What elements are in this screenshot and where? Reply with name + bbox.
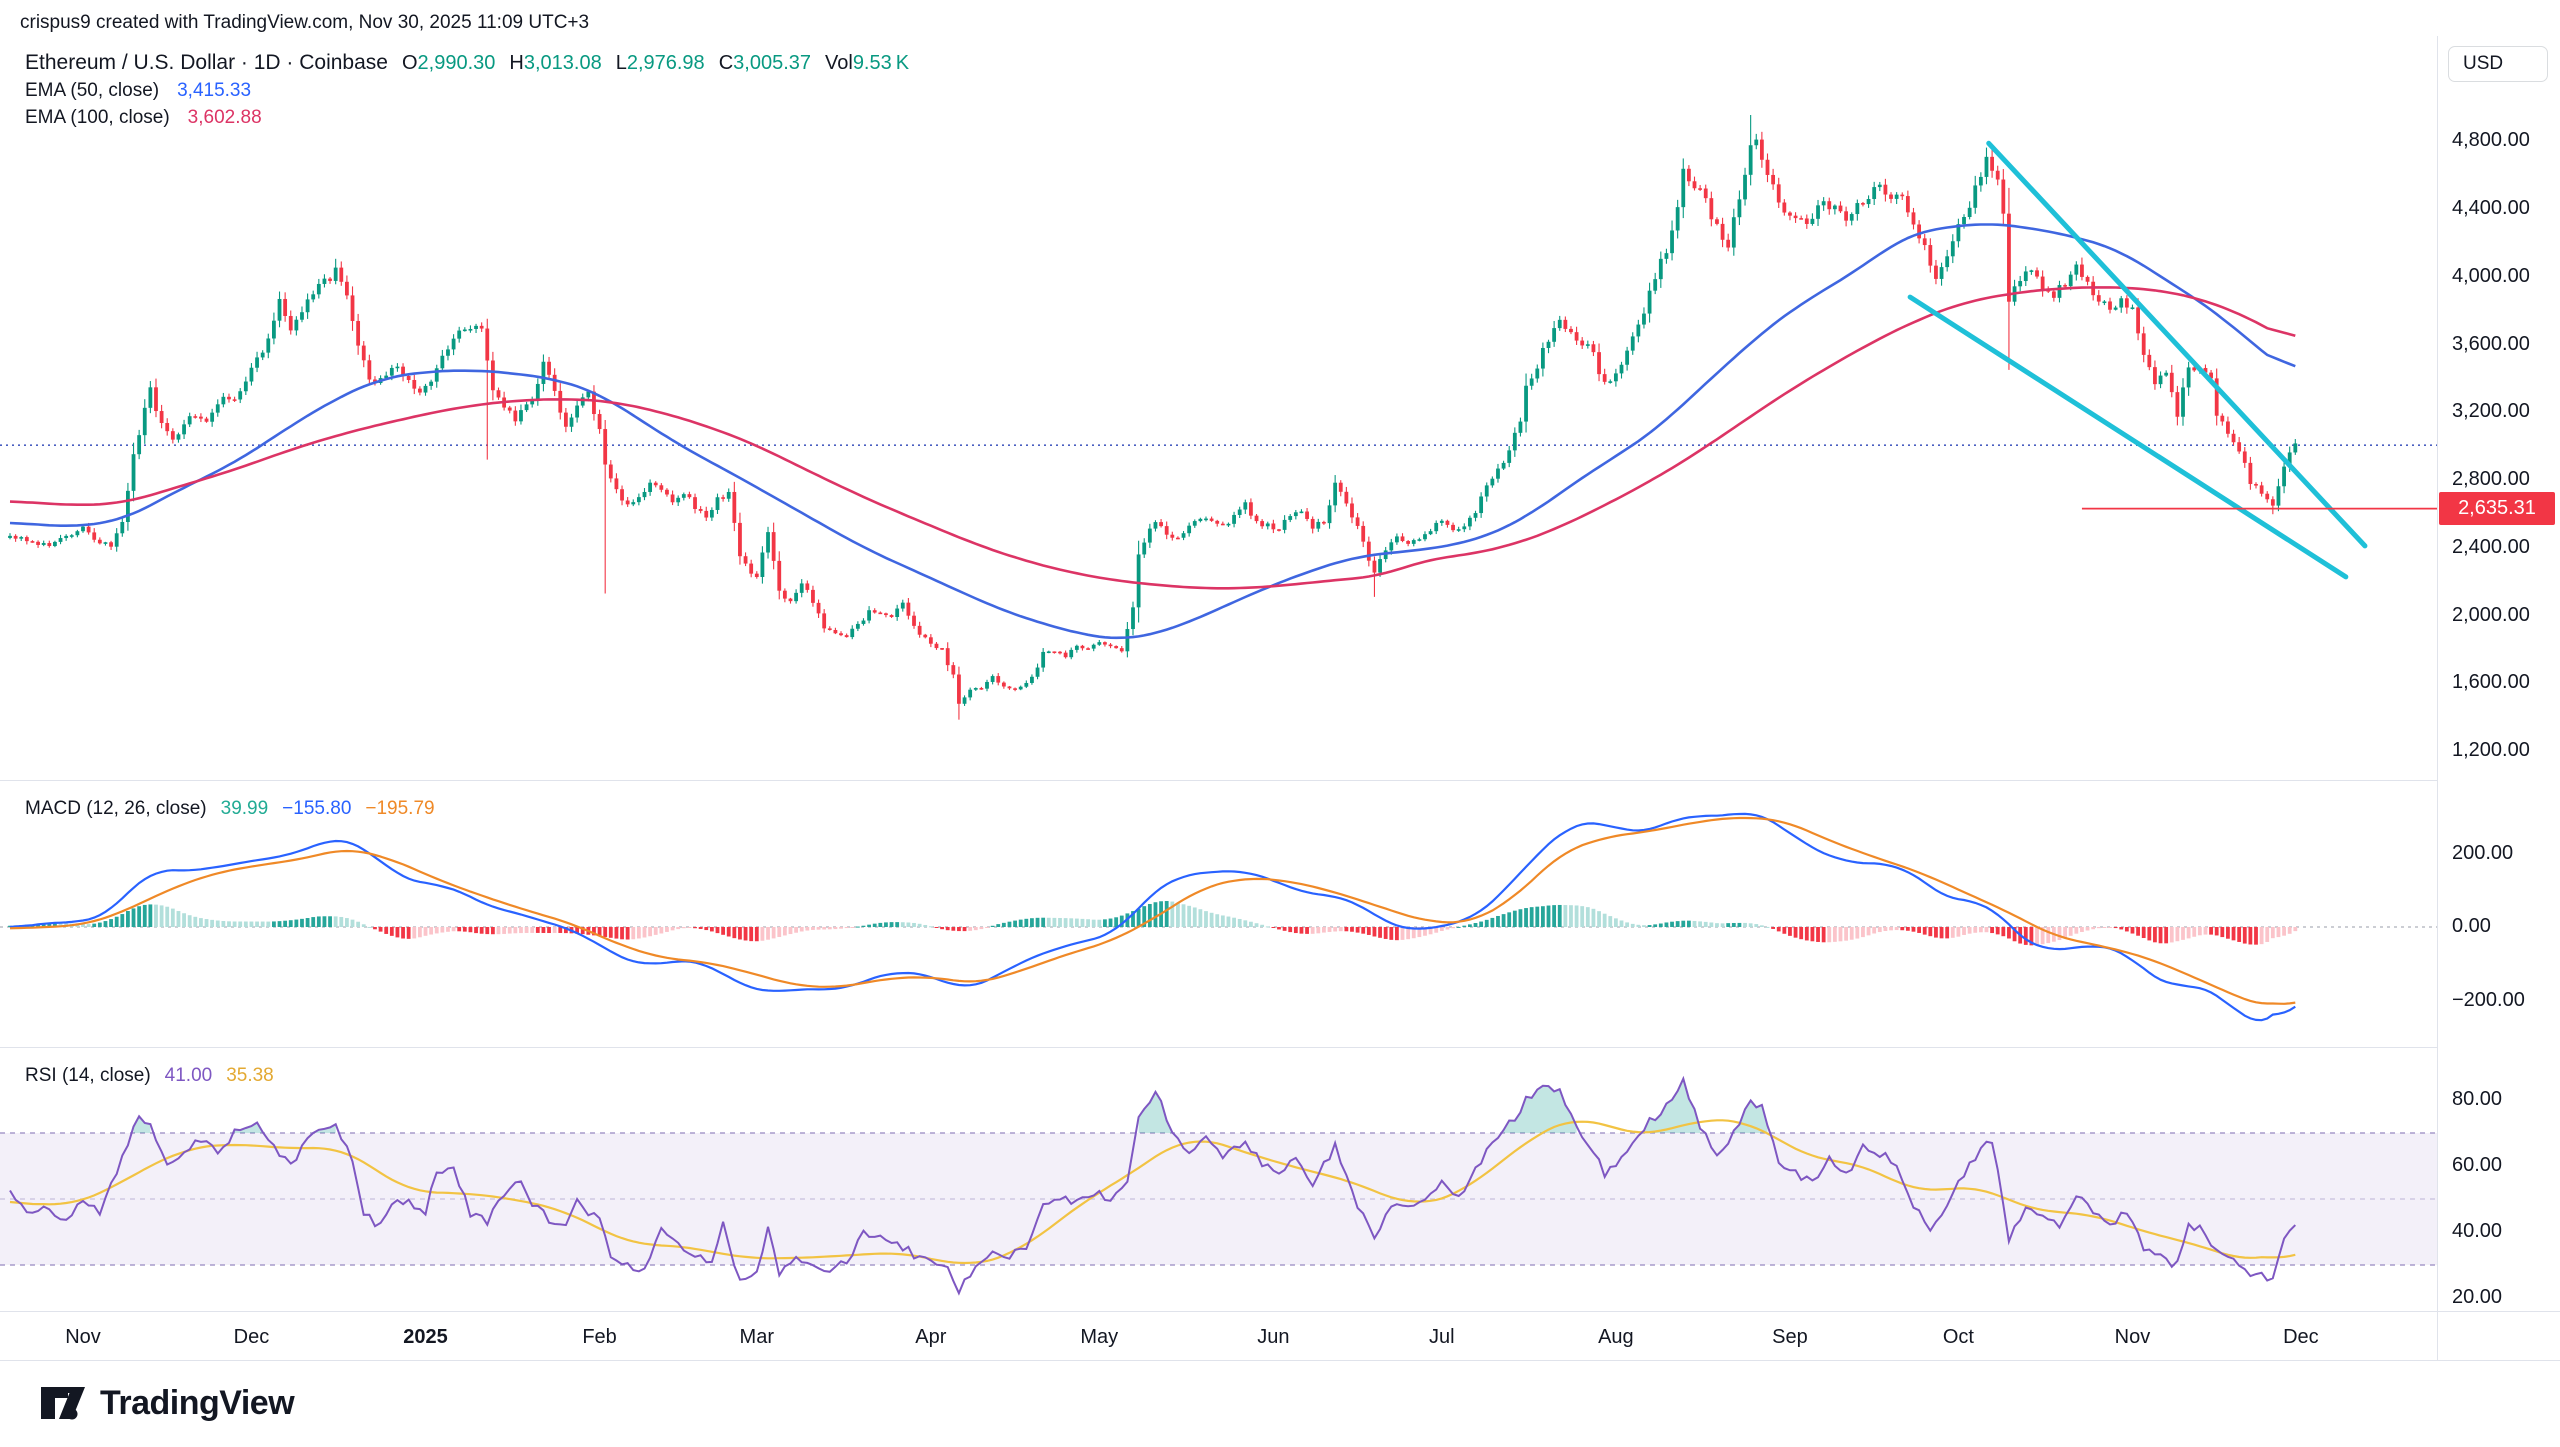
ohlc-close: C3,005.37 bbox=[718, 52, 811, 74]
macd-line bbox=[9, 812, 2296, 1022]
ema50-line bbox=[9, 223, 2296, 640]
macd-signal-line bbox=[9, 816, 2296, 1005]
time-axis-label: Nov bbox=[65, 1326, 101, 1348]
ohlc-open: O2,990.30 bbox=[401, 52, 496, 74]
ema50-label: EMA (50, close) bbox=[25, 80, 160, 101]
footer-divider bbox=[0, 1360, 2560, 1361]
price-tick-label: 1,600.00 bbox=[2452, 671, 2530, 694]
pane-divider[interactable] bbox=[0, 780, 2437, 781]
time-axis-label: Aug bbox=[1598, 1326, 1634, 1348]
symbol-title: Ethereum / U.S. Dollar · 1D · Coinbase bbox=[25, 51, 388, 74]
price-tick-label: 2,000.00 bbox=[2452, 603, 2530, 626]
macd-hist-value: 39.99 bbox=[220, 798, 269, 819]
last-price-badge: 2,635.31 bbox=[2439, 491, 2555, 525]
pane-divider[interactable] bbox=[0, 1047, 2437, 1048]
candles-group bbox=[8, 114, 2298, 720]
time-axis-label: Jun bbox=[1257, 1326, 1290, 1348]
rsi-tick-label: 40.00 bbox=[2452, 1220, 2503, 1242]
rsi-pane[interactable] bbox=[0, 1047, 2437, 1310]
time-axis-label: Sep bbox=[1772, 1326, 1808, 1348]
time-axis[interactable]: Nov Dec 2025 Feb Mar Apr May Jun Jul Aug Sep Oct Nov… bbox=[0, 1312, 2437, 1360]
volume-value: Vol9.53 K bbox=[825, 52, 910, 74]
time-axis-label: Feb bbox=[582, 1326, 617, 1348]
ema100-value: 3,602.88 bbox=[187, 107, 262, 128]
brand-text: TradingView bbox=[100, 1383, 295, 1422]
time-axis-label: Dec bbox=[233, 1326, 270, 1348]
rsi-value: 41.00 bbox=[164, 1065, 213, 1086]
macd-tick-label: 200.00 bbox=[2452, 841, 2514, 864]
price-tick-label: 3,200.00 bbox=[2452, 400, 2530, 423]
ema50-legend-row[interactable]: EMA (50, close) 3,415.33 bbox=[25, 79, 916, 103]
rsi-tick-label: 80.00 bbox=[2452, 1088, 2503, 1110]
rsi-tick-label: 60.00 bbox=[2452, 1154, 2503, 1176]
rsi-ma-line bbox=[9, 1119, 2296, 1265]
price-axis-column[interactable]: USD 4,800.00 4,400.00 4,000.00 3,600.00 3,20… bbox=[2437, 36, 2560, 1360]
time-axis-label: Mar bbox=[739, 1326, 775, 1348]
price-tick-label: 4,400.00 bbox=[2452, 197, 2530, 219]
ohlc-high: H3,013.08 bbox=[509, 52, 602, 74]
macd-signal-value: −195.79 bbox=[365, 798, 435, 819]
ema50-value: 3,415.33 bbox=[177, 80, 252, 101]
macd-label: MACD (12, 26, close) bbox=[25, 798, 207, 819]
macd-legend-row[interactable]: MACD (12, 26, close) 39.99 −155.80 −195.… bbox=[25, 798, 435, 820]
macd-pane[interactable] bbox=[0, 780, 2437, 1047]
ema100-label: EMA (100, close) bbox=[25, 107, 170, 128]
symbol-legend-row[interactable]: Ethereum / U.S. Dollar · 1D · Coinbase O… bbox=[25, 50, 916, 76]
price-tick-label: 3,600.00 bbox=[2452, 332, 2530, 355]
ema100-legend-row[interactable]: EMA (100, close) 3,602.88 bbox=[25, 106, 916, 130]
rsi-line bbox=[9, 1075, 2297, 1296]
ohlc-low: L2,976.98 bbox=[615, 52, 705, 74]
tradingview-logo-icon bbox=[41, 1387, 85, 1420]
rsi-tick-label: 20.00 bbox=[2452, 1286, 2503, 1308]
time-axis-label: May bbox=[1080, 1326, 1119, 1348]
price-tick-label: 2,400.00 bbox=[2452, 535, 2530, 558]
attribution-text: crispus9 created with TradingView.com, N… bbox=[20, 12, 590, 33]
currency-button[interactable]: USD bbox=[2448, 46, 2548, 82]
trendline[interactable] bbox=[1986, 140, 2368, 549]
price-tick-label: 1,200.00 bbox=[2452, 739, 2530, 761]
time-axis-label: Dec bbox=[2283, 1326, 2319, 1348]
time-axis-label: Apr bbox=[915, 1326, 947, 1348]
price-tick-label: 4,000.00 bbox=[2452, 264, 2530, 287]
chart-legend: Ethereum / U.S. Dollar · 1D · Coinbase O… bbox=[25, 50, 916, 130]
pane-divider bbox=[0, 1311, 2560, 1312]
footer: TradingView bbox=[0, 1361, 2560, 1447]
macd-tick-label: −200.00 bbox=[2452, 988, 2525, 1011]
price-tick-label: 2,800.00 bbox=[2452, 468, 2530, 490]
rsi-ma-value: 35.38 bbox=[226, 1065, 274, 1086]
trendline[interactable] bbox=[1907, 294, 2349, 580]
time-axis-label: 2025 bbox=[403, 1326, 448, 1348]
tradingview-logo[interactable]: TradingView bbox=[40, 1383, 295, 1423]
time-axis-label: Jul bbox=[1429, 1326, 1455, 1348]
rsi-legend-row[interactable]: RSI (14, close) 41.00 35.38 bbox=[25, 1065, 274, 1087]
time-axis-label: Oct bbox=[1942, 1326, 1974, 1348]
price-pane[interactable] bbox=[0, 0, 2437, 780]
macd-tick-label: 0.00 bbox=[2452, 915, 2491, 937]
rsi-label: RSI (14, close) bbox=[25, 1065, 151, 1086]
price-tick-label: 4,800.00 bbox=[2452, 129, 2530, 152]
time-axis-label: Nov bbox=[2114, 1326, 2151, 1348]
macd-line-value: −155.80 bbox=[282, 798, 352, 819]
ema100-line bbox=[9, 286, 2296, 590]
axis-divider bbox=[2437, 36, 2438, 1360]
